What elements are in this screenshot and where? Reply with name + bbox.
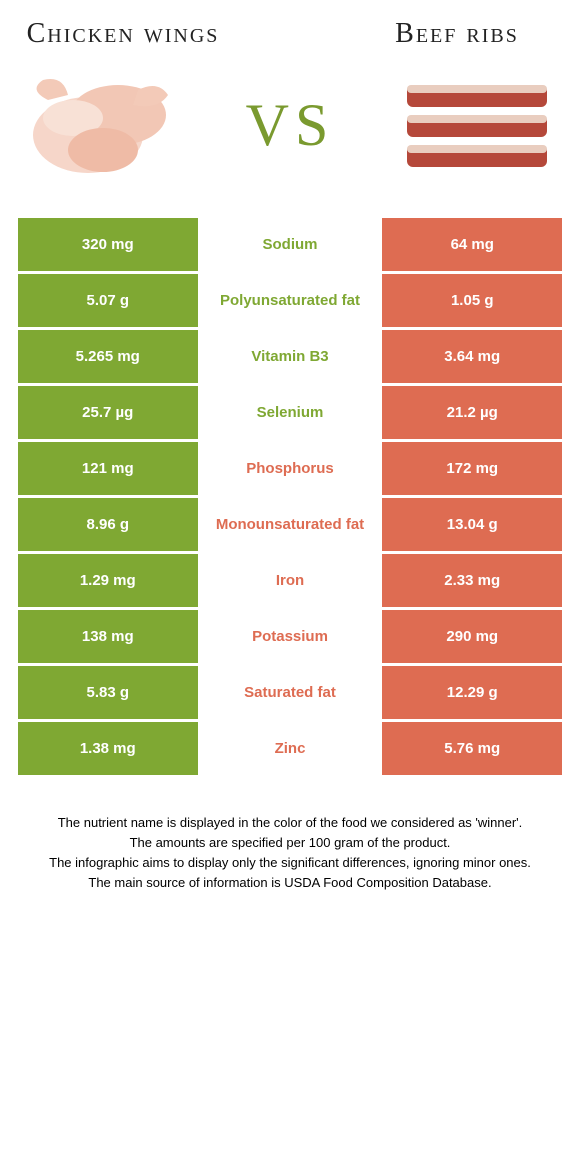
images-row: VS bbox=[18, 60, 562, 190]
nutrient-row: 25.7 µgSelenium21.2 µg bbox=[18, 386, 562, 439]
left-value: 5.07 g bbox=[18, 274, 198, 327]
left-value: 1.38 mg bbox=[18, 722, 198, 775]
nutrient-row: 320 mgSodium64 mg bbox=[18, 218, 562, 271]
nutrient-row: 5.83 gSaturated fat12.29 g bbox=[18, 666, 562, 719]
left-value: 1.29 mg bbox=[18, 554, 198, 607]
nutrient-label: Selenium bbox=[198, 386, 383, 439]
footer-line: The main source of information is USDA F… bbox=[28, 873, 552, 893]
nutrient-row: 8.96 gMonounsaturated fat13.04 g bbox=[18, 498, 562, 551]
right-value: 12.29 g bbox=[382, 666, 562, 719]
nutrient-label: Saturated fat bbox=[198, 666, 383, 719]
right-title: Beef ribs bbox=[352, 18, 562, 50]
nutrient-row: 5.07 gPolyunsaturated fat1.05 g bbox=[18, 274, 562, 327]
nutrient-label: Polyunsaturated fat bbox=[198, 274, 383, 327]
footer-line: The nutrient name is displayed in the co… bbox=[28, 813, 552, 833]
right-value: 21.2 µg bbox=[382, 386, 562, 439]
vs-label: VS bbox=[246, 91, 335, 160]
right-value: 172 mg bbox=[382, 442, 562, 495]
nutrient-row: 1.29 mgIron2.33 mg bbox=[18, 554, 562, 607]
right-value: 5.76 mg bbox=[382, 722, 562, 775]
beef-ribs-image bbox=[392, 60, 562, 190]
right-value: 2.33 mg bbox=[382, 554, 562, 607]
header: Chicken wings Beef ribs bbox=[18, 0, 562, 50]
left-value: 138 mg bbox=[18, 610, 198, 663]
nutrient-label: Monounsaturated fat bbox=[198, 498, 383, 551]
left-value: 5.265 mg bbox=[18, 330, 198, 383]
left-value: 25.7 µg bbox=[18, 386, 198, 439]
left-title: Chicken wings bbox=[18, 18, 228, 50]
left-value: 320 mg bbox=[18, 218, 198, 271]
nutrient-label: Sodium bbox=[198, 218, 383, 271]
nutrient-row: 121 mgPhosphorus172 mg bbox=[18, 442, 562, 495]
chicken-wings-image bbox=[18, 60, 188, 190]
footer-line: The amounts are specified per 100 gram o… bbox=[28, 833, 552, 853]
nutrient-row: 138 mgPotassium290 mg bbox=[18, 610, 562, 663]
right-value: 64 mg bbox=[382, 218, 562, 271]
left-value: 8.96 g bbox=[18, 498, 198, 551]
right-value: 3.64 mg bbox=[382, 330, 562, 383]
right-value: 1.05 g bbox=[382, 274, 562, 327]
nutrient-label: Zinc bbox=[198, 722, 383, 775]
footer-notes: The nutrient name is displayed in the co… bbox=[18, 813, 562, 894]
right-value: 13.04 g bbox=[382, 498, 562, 551]
nutrient-label: Phosphorus bbox=[198, 442, 383, 495]
nutrient-label: Iron bbox=[198, 554, 383, 607]
nutrient-row: 1.38 mgZinc5.76 mg bbox=[18, 722, 562, 775]
nutrient-row: 5.265 mgVitamin B33.64 mg bbox=[18, 330, 562, 383]
left-value: 121 mg bbox=[18, 442, 198, 495]
nutrient-label: Potassium bbox=[198, 610, 383, 663]
right-value: 290 mg bbox=[382, 610, 562, 663]
nutrient-label: Vitamin B3 bbox=[198, 330, 383, 383]
left-value: 5.83 g bbox=[18, 666, 198, 719]
footer-line: The infographic aims to display only the… bbox=[28, 853, 552, 873]
nutrient-table: 320 mgSodium64 mg5.07 gPolyunsaturated f… bbox=[18, 218, 562, 775]
